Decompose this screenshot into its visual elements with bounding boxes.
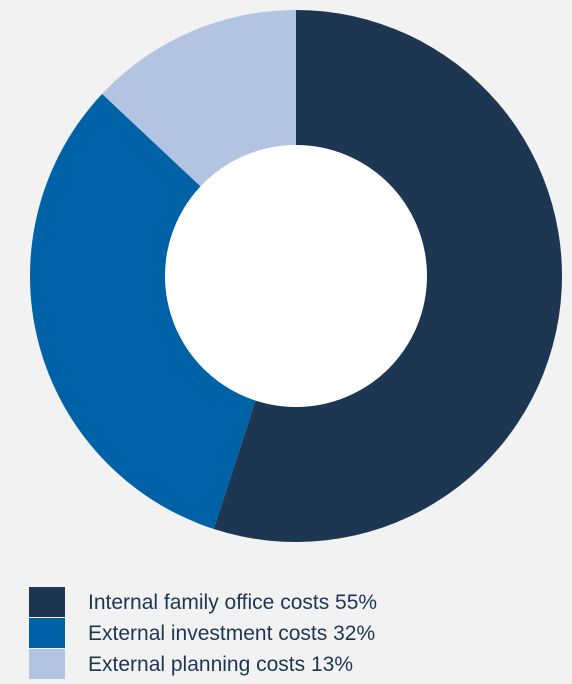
legend-swatch [29,587,65,617]
legend-label: External planning costs 13% [88,653,353,676]
legend-label: Internal family office costs 55% [88,591,378,614]
donut-hole [165,145,427,407]
legend-swatch [29,618,65,648]
legend-item-external-planning: External planning costs 13% [29,649,549,679]
legend-item-internal-family-office: Internal family office costs 55% [29,587,549,617]
legend-item-external-investment: External investment costs 32% [29,618,549,648]
donut-chart [29,9,563,542]
legend-label: External investment costs 32% [88,622,376,645]
chart-legend: Internal family office costs 55% Externa… [29,587,549,680]
legend-swatch [29,649,65,679]
pie-slice-1 [29,93,297,529]
